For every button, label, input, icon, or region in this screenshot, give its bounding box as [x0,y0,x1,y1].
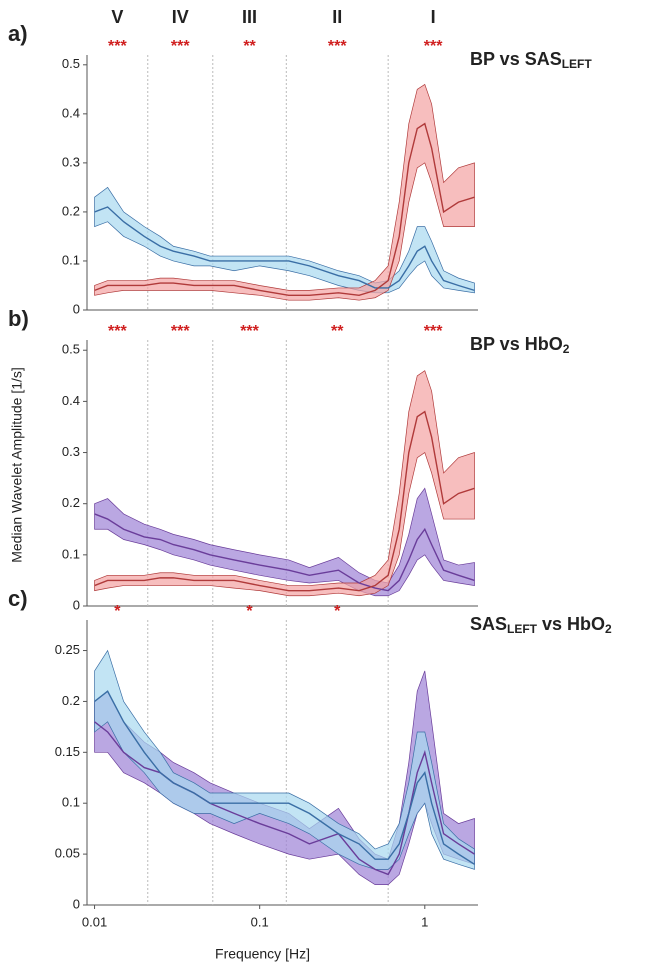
confidence-band [94,186,475,294]
y-tick-label: 0.1 [62,252,80,267]
x-tick-label: 0.01 [82,914,107,929]
y-tick-label: 0 [73,597,80,612]
title-subscript: LEFT [562,57,593,71]
confidence-band [94,83,475,301]
band-label: II [332,7,342,27]
x-axis-label: Frequency [Hz] [215,946,310,962]
title-subscript: 2 [605,622,612,636]
y-tick-label: 0.5 [62,56,80,71]
y-tick-label: 0.05 [55,846,80,861]
y-tick-label: 0 [73,301,80,316]
x-tick-label: 0.1 [251,914,269,929]
y-tick-label: 0.4 [62,393,80,408]
title-text: SAS [470,614,507,634]
panel-title: BP vs HbO2 [470,334,570,356]
significance-stars: ** [243,38,256,55]
panel-label: c) [8,586,28,611]
significance-stars: ** [331,323,344,340]
significance-stars: *** [108,38,127,55]
y-tick-label: 0.2 [62,693,80,708]
y-tick-label: 0.3 [62,444,80,459]
confidence-band [94,487,475,597]
title-subscript: 2 [563,342,570,356]
y-axis-label: Median Wavelet Amplitude [1/s] [9,367,25,563]
median-line [94,122,475,297]
y-tick-label: 0.4 [62,105,80,120]
panel-label: b) [8,306,29,331]
significance-stars: *** [424,38,443,55]
band-label: I [431,7,436,27]
title-text: vs HbO [537,614,605,634]
y-tick-label: 0.3 [62,154,80,169]
significance-stars: * [334,603,341,620]
median-line [94,513,475,592]
significance-stars: *** [108,323,127,340]
median-line [94,410,475,592]
y-tick-label: 0 [73,896,80,911]
significance-stars: *** [328,38,347,55]
significance-stars: *** [424,323,443,340]
band-label: III [242,7,257,27]
significance-stars: * [246,603,253,620]
panel-label: a) [8,21,28,46]
significance-stars: *** [240,323,259,340]
significance-stars: * [114,603,121,620]
y-tick-label: 0.15 [55,744,80,759]
panel-title: BP vs SASLEFT [470,49,592,71]
confidence-band [94,649,475,870]
title-text: BP vs SAS [470,49,562,69]
y-tick-label: 0.1 [62,795,80,810]
panel-title: SASLEFT vs HbO2 [470,614,612,636]
y-tick-label: 0.2 [62,495,80,510]
significance-stars: *** [171,38,190,55]
y-tick-label: 0.5 [62,342,80,357]
median-line [94,206,475,292]
median-line [94,721,475,876]
median-line [94,690,475,865]
x-tick-label: 1 [421,914,428,929]
band-label: V [111,7,123,27]
confidence-band [94,370,475,597]
title-text: BP vs HbO [470,334,563,354]
significance-stars: *** [171,323,190,340]
y-tick-label: 0.25 [55,642,80,657]
band-label: IV [172,7,189,27]
title-subscript: LEFT [507,622,538,636]
y-tick-label: 0.2 [62,203,80,218]
y-tick-label: 0.1 [62,546,80,561]
